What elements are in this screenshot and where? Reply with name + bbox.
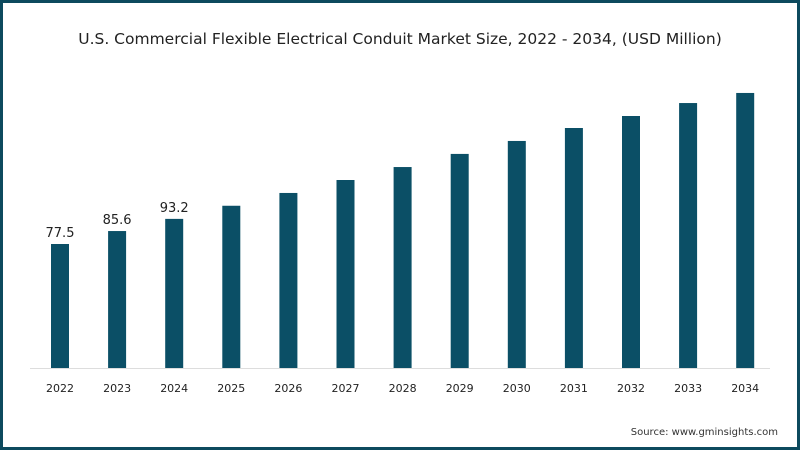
x-tick-label: 2033 [674,382,702,395]
bar-2026 [279,192,298,368]
x-tick-label: 2028 [389,382,417,395]
bar-2030 [507,140,526,368]
data-label: 85.6 [103,213,132,228]
bar-2024 [165,218,184,368]
source-note: Source: www.gminsights.com [630,427,778,438]
x-tick-label: 2023 [103,382,131,395]
x-tick-label: 2026 [274,382,302,395]
bar-2034 [736,92,755,369]
x-tick-label: 2032 [617,382,645,395]
data-label: 93.2 [160,201,189,216]
bar-2025 [222,205,241,368]
chart-title: U.S. Commercial Flexible Electrical Cond… [78,30,722,48]
bar-2027 [336,180,355,368]
bar-2031 [564,128,583,368]
bar-2028 [393,167,412,368]
x-tick-label: 2029 [446,382,474,395]
bar-2032 [622,116,640,368]
bar-2023 [108,231,127,368]
bar-2029 [450,153,469,368]
x-tick-label: 2034 [731,382,759,395]
x-tick-label: 2031 [560,382,588,395]
x-tick-label: 2022 [46,382,74,395]
x-tick-label: 2030 [503,382,531,395]
x-tick-label: 2024 [160,382,188,395]
x-tick-label: 2027 [332,382,360,395]
bar-2022 [51,244,69,368]
bar-2033 [679,103,698,368]
data-label: 77.5 [46,226,75,241]
x-tick-label: 2025 [217,382,245,395]
